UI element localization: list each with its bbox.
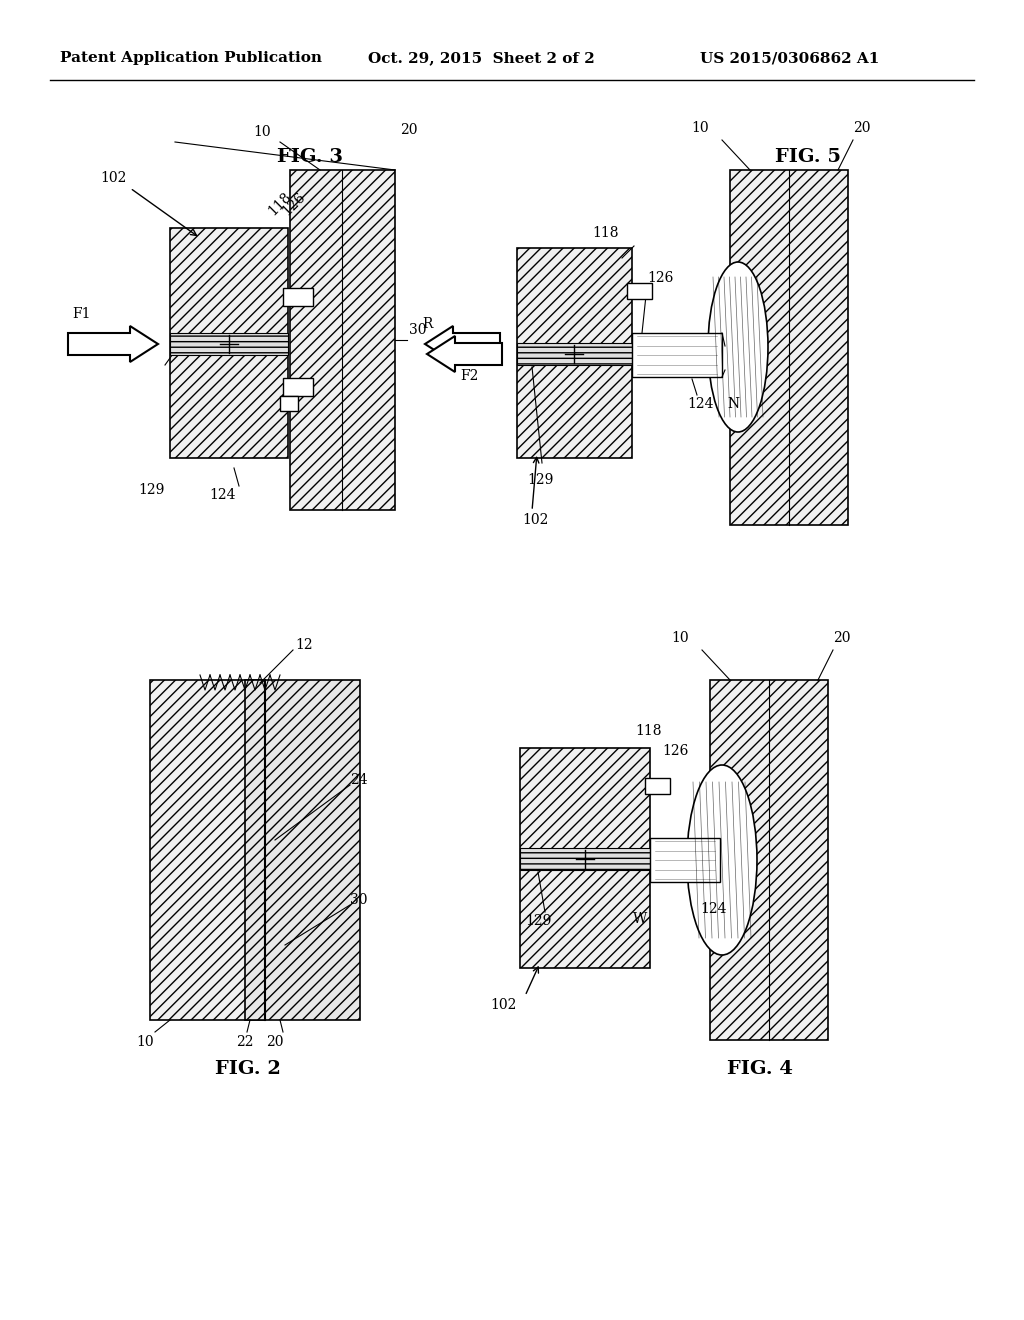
Bar: [517, 248, 632, 458]
Bar: [627, 282, 652, 300]
Polygon shape: [427, 337, 502, 372]
Text: 22: 22: [237, 1035, 254, 1049]
Bar: [170, 333, 288, 355]
Text: FIG. 3: FIG. 3: [278, 148, 343, 166]
Polygon shape: [68, 326, 158, 362]
Text: 10: 10: [671, 631, 689, 645]
Text: 124: 124: [687, 397, 714, 411]
Bar: [650, 838, 720, 882]
Text: 102: 102: [490, 998, 516, 1012]
Text: F1: F1: [72, 308, 90, 321]
Text: 102: 102: [522, 513, 549, 527]
Text: US 2015/0306862 A1: US 2015/0306862 A1: [700, 51, 880, 65]
Bar: [517, 343, 632, 366]
Text: Oct. 29, 2015  Sheet 2 of 2: Oct. 29, 2015 Sheet 2 of 2: [368, 51, 595, 65]
Text: 30: 30: [350, 894, 368, 907]
Text: W: W: [633, 912, 647, 927]
Bar: [245, 680, 360, 1020]
Text: N: N: [727, 397, 739, 411]
Text: 10: 10: [691, 121, 709, 135]
Text: 20: 20: [266, 1035, 284, 1049]
Text: 129: 129: [527, 473, 553, 487]
Text: 12: 12: [295, 638, 312, 652]
Bar: [283, 288, 313, 306]
Text: 126: 126: [280, 190, 308, 218]
Bar: [730, 170, 848, 525]
Text: F2: F2: [460, 370, 478, 383]
Bar: [645, 777, 670, 795]
Text: 30: 30: [409, 323, 427, 337]
Text: 20: 20: [400, 123, 418, 137]
Bar: [290, 170, 395, 510]
Text: Patent Application Publication: Patent Application Publication: [60, 51, 322, 65]
Text: 118: 118: [635, 723, 662, 738]
Bar: [280, 396, 298, 411]
Text: 20: 20: [853, 121, 870, 135]
Text: 126: 126: [662, 744, 688, 758]
Text: 20: 20: [833, 631, 851, 645]
Bar: [170, 228, 288, 458]
Text: FIG. 4: FIG. 4: [727, 1060, 793, 1078]
Text: 118: 118: [592, 226, 618, 240]
Text: 10: 10: [253, 125, 270, 139]
Bar: [283, 378, 313, 396]
Text: 129: 129: [525, 913, 551, 928]
Text: 124: 124: [209, 488, 236, 502]
Text: 10: 10: [136, 1035, 154, 1049]
Bar: [520, 748, 650, 968]
Bar: [520, 847, 650, 870]
Bar: [710, 680, 828, 1040]
Text: 118: 118: [266, 189, 295, 218]
Text: 126: 126: [647, 271, 674, 285]
Text: 24: 24: [350, 774, 368, 787]
Bar: [150, 680, 265, 1020]
Text: 129: 129: [139, 483, 165, 498]
Text: 124: 124: [700, 902, 726, 916]
Ellipse shape: [687, 766, 757, 954]
Polygon shape: [425, 326, 500, 362]
Bar: [632, 333, 722, 378]
Text: 102: 102: [100, 172, 126, 185]
Text: R: R: [422, 317, 432, 331]
Text: FIG. 5: FIG. 5: [775, 148, 841, 166]
Ellipse shape: [708, 261, 768, 432]
Text: FIG. 2: FIG. 2: [215, 1060, 281, 1078]
